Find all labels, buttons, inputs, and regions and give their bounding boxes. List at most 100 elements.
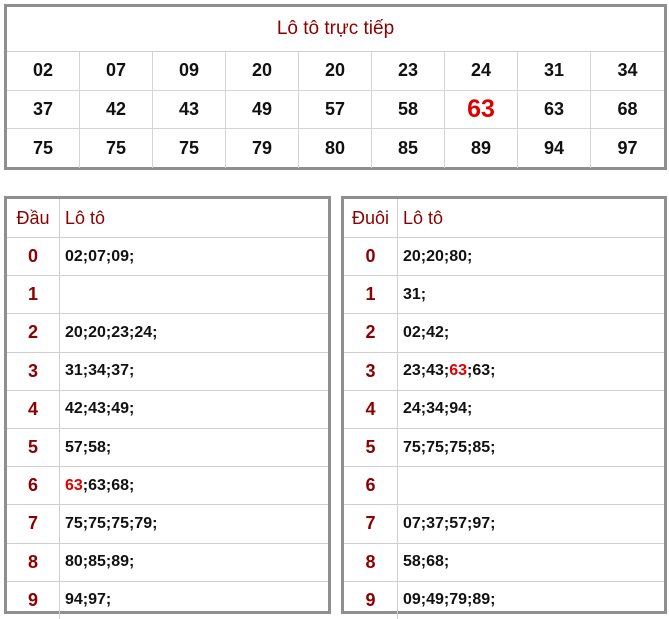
digit-key: 6 xyxy=(7,467,60,505)
digit-key: 3 xyxy=(344,352,398,390)
lotto-number: 24 xyxy=(403,400,421,418)
result-number: 79 xyxy=(226,129,299,168)
lotto-number: 37 xyxy=(111,362,130,380)
digit-key: 4 xyxy=(344,390,398,428)
lotto-number: 75 xyxy=(449,438,468,456)
result-number: 75 xyxy=(153,129,226,168)
head-digit-table: Đầu Lô tô 0 02; 07; 09; 1 2 20; 20; 23; 24; 3… xyxy=(4,196,331,619)
lotto-number: 20 xyxy=(403,247,421,265)
lotto-number: 79 xyxy=(449,591,468,609)
result-number: 09 xyxy=(153,52,226,91)
result-number: 80 xyxy=(299,129,372,168)
digit-key: 5 xyxy=(344,428,398,467)
lotto-number: 94 xyxy=(65,591,83,609)
number-list: 20; 20; 23; 24; xyxy=(65,323,158,341)
result-number: 24 xyxy=(445,52,518,91)
digit-key: 8 xyxy=(344,543,398,581)
table-row: 8 80; 85; 89; xyxy=(7,543,328,582)
number-list: 63; 63; 68; xyxy=(65,476,135,494)
result-number: 63 xyxy=(518,90,591,130)
lotto-number: 97 xyxy=(88,591,106,609)
lotto-number: 94 xyxy=(449,400,468,418)
result-number: 07 xyxy=(80,52,153,91)
lotto-number: 57 xyxy=(65,438,83,456)
lotto-number: 02 xyxy=(65,247,83,265)
lotto-number: 42 xyxy=(65,400,83,418)
digit-key: 7 xyxy=(7,505,60,543)
table-row: 3 31; 34; 37; xyxy=(7,352,328,391)
digit-key: 7 xyxy=(344,505,398,543)
number-list: 58; 68; xyxy=(403,553,450,571)
number-list xyxy=(60,276,328,313)
number-list: 80; 85; 89; xyxy=(65,553,135,571)
table-row: 2 20; 20; 23; 24; xyxy=(7,314,328,353)
lotto-number: 34 xyxy=(88,362,106,380)
digit-key: 0 xyxy=(344,238,398,276)
result-number: 68 xyxy=(591,91,664,130)
table-row: 7 07; 37; 57; 97; xyxy=(344,505,664,544)
table-row: 4 42; 43; 49; xyxy=(7,390,328,429)
number-list: 24; 34; 94; xyxy=(403,400,473,418)
lotto-number: 97 xyxy=(472,514,491,532)
table-row: 6 63; 63; 68; xyxy=(7,467,328,506)
result-number: 23 xyxy=(372,52,445,91)
digit-key: 9 xyxy=(7,581,60,619)
header-key: Đuôi xyxy=(344,199,398,237)
result-number: 49 xyxy=(226,90,299,130)
table-row: 5 57; 58; xyxy=(7,428,328,468)
lotto-number: 34 xyxy=(426,400,444,418)
digit-key: 2 xyxy=(344,314,398,352)
result-number: 43 xyxy=(153,90,226,130)
digit-key: 4 xyxy=(7,390,60,428)
number-list: 57; 58; xyxy=(65,438,112,456)
lotto-number: 31 xyxy=(403,285,421,303)
table-header: Đầu Lô tô xyxy=(7,199,328,238)
digit-key: 3 xyxy=(7,352,60,390)
number-list: 75; 75; 75; 79; xyxy=(65,514,158,532)
number-list: 09; 49; 79; 89; xyxy=(403,591,496,609)
table-row: 8 58; 68; xyxy=(344,543,664,582)
lotto-number: 63 xyxy=(65,476,83,494)
lotto-number: 09 xyxy=(111,247,130,265)
number-list: 42; 43; 49; xyxy=(65,400,135,418)
lotto-number: 63 xyxy=(472,362,491,380)
lotto-number: 63 xyxy=(88,476,106,494)
result-number: 20 xyxy=(226,52,299,91)
lotto-number: 49 xyxy=(111,400,130,418)
lotto-number: 89 xyxy=(111,553,130,571)
number-list: 02; 42; xyxy=(403,323,450,341)
lotto-number: 31 xyxy=(65,362,83,380)
table-row: 3 23; 43; 63; 63; xyxy=(344,352,664,391)
digit-key: 1 xyxy=(7,276,60,314)
lotto-number: 07 xyxy=(88,247,106,265)
lotto-number: 43 xyxy=(426,362,444,380)
table-row: 1 31; xyxy=(344,276,664,315)
lotto-number: 57 xyxy=(449,514,468,532)
result-number: 75 xyxy=(80,129,153,168)
lotto-number: 20 xyxy=(65,323,83,341)
result-number: 37 xyxy=(7,90,80,130)
digit-key: 9 xyxy=(344,581,398,619)
lotto-number: 02 xyxy=(403,323,421,341)
result-number: 97 xyxy=(617,137,638,158)
header-value: Lô tô xyxy=(65,207,106,228)
lotto-number: 75 xyxy=(65,514,83,532)
tail-digit-table: Đuôi Lô tô 0 20; 20; 80; 1 31; 2 02; 42; 3 23; … xyxy=(341,196,667,619)
lotto-number: 75 xyxy=(426,438,444,456)
result-number: 02 xyxy=(7,52,80,91)
number-list: 02; 07; 09; xyxy=(65,247,135,265)
lotto-number: 24 xyxy=(134,323,153,341)
lotto-number: 23 xyxy=(403,362,421,380)
number-list: 75; 75; 75; 85; xyxy=(403,438,496,456)
lotto-number: 43 xyxy=(88,400,106,418)
result-number: 42 xyxy=(80,90,153,130)
table-row: 5 75; 75; 75; 85; xyxy=(344,428,664,468)
lotto-number: 68 xyxy=(426,553,444,571)
lotto-number: 20 xyxy=(88,323,106,341)
number-list xyxy=(398,467,664,504)
result-number: 58 xyxy=(372,90,445,130)
lotto-number: 75 xyxy=(403,438,421,456)
number-list: 23; 43; 63; 63; xyxy=(403,362,496,380)
lotto-number: 58 xyxy=(403,553,421,571)
digit-key: 2 xyxy=(7,314,60,352)
